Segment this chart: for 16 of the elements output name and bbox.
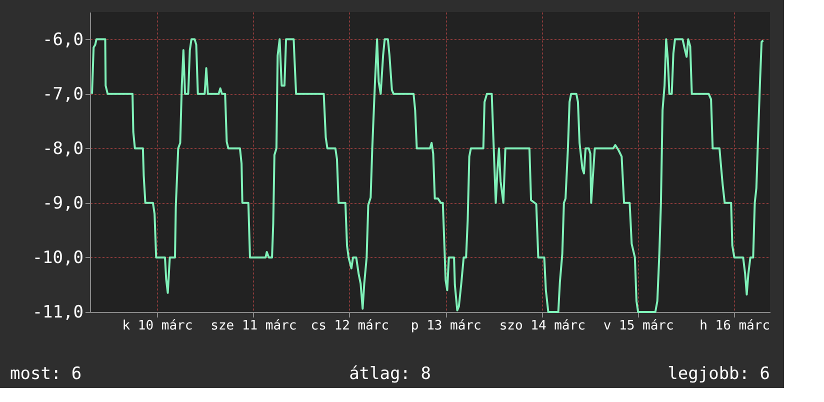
x-tick-label: cs 12 márc — [310, 318, 390, 334]
text: most: 6 — [10, 364, 82, 384]
x-tick-label: p 13 márc — [410, 318, 482, 334]
y-tick-label: -8,0 — [42, 138, 84, 159]
y-tick-label: -9,0 — [42, 193, 84, 214]
x-tick-label: v 15 márc — [603, 318, 674, 334]
y-tick-label: -11,0 — [32, 302, 84, 322]
x-tick-label: h 16 márc — [700, 318, 770, 334]
x-tick-label: szo 14 márc — [499, 318, 586, 334]
x-tick-label: sze 11 márc — [210, 318, 297, 334]
x-tick-label: k 10 márc — [122, 318, 193, 334]
text: átlag: 8 — [349, 364, 431, 384]
y-tick-label: -6,0 — [42, 30, 84, 50]
y-tick-label: -10,0 — [32, 248, 84, 268]
y-tick-label: -7,0 — [42, 84, 84, 104]
text: legjobb: 6 — [668, 364, 770, 384]
